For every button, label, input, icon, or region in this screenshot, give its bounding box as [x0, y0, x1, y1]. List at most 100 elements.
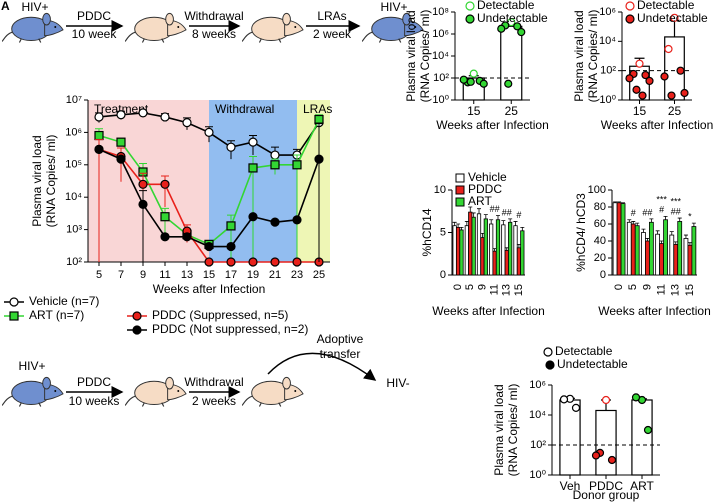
step-duration: 8 weeks: [192, 27, 236, 41]
x-tick-label: 15: [684, 284, 696, 296]
x-tick-label: Veh: [560, 479, 581, 493]
data-point: [645, 76, 654, 86]
bar: [620, 203, 626, 276]
step-label: LRAs: [317, 9, 346, 23]
error-bar: [617, 201, 622, 203]
transfer-label: Adoptive: [317, 332, 364, 346]
x-tick-label: 25: [505, 104, 519, 118]
significance-label: #: [516, 210, 521, 220]
legend-marker: [625, 14, 635, 24]
error-bar: [468, 206, 473, 213]
error-bar: [513, 221, 518, 226]
bar: [626, 221, 632, 276]
x-tick-label: 21: [269, 269, 281, 281]
error-bar: [663, 215, 668, 220]
error-bar: [659, 240, 664, 244]
y-tick-label: 10²: [530, 439, 546, 451]
data-point: [204, 241, 214, 252]
data-point: [504, 79, 513, 88]
data-point: [226, 257, 236, 267]
data-point: [643, 425, 653, 435]
mouse-icon: [125, 376, 187, 408]
error-bar: [293, 154, 301, 262]
x-tick-label: 9: [140, 269, 146, 281]
legend-label: Undetectable: [637, 11, 708, 25]
y-axis-label: %hCD4/ hCD3: [574, 193, 588, 272]
bar: [641, 232, 646, 276]
data-point: [160, 212, 170, 222]
data-point: [559, 395, 569, 404]
legend-label: PDDC: [468, 182, 502, 196]
status-label: HIV+: [380, 0, 407, 14]
y-tick-label: 80: [594, 201, 606, 213]
data-point: [138, 199, 148, 209]
status-label: HIV+: [21, 0, 48, 14]
error-bar: [621, 202, 626, 204]
x-tick-label: 15: [203, 269, 215, 281]
x-axis-label: Weeks after Infection: [598, 304, 711, 318]
data-point: [660, 72, 669, 81]
region: [297, 100, 330, 262]
y-axis-label: (RNA Copies/ ml): [418, 10, 432, 103]
bar: [471, 216, 476, 276]
x-tick-label: 25: [668, 104, 682, 118]
error-bar: [477, 208, 482, 214]
error-bar: [459, 227, 464, 230]
data-point: [601, 395, 611, 405]
y-tick-label: 10⁷: [66, 94, 82, 106]
data-point: [667, 91, 676, 100]
x-axis-label: Weeks after Infection: [601, 118, 714, 132]
data-point: [116, 110, 126, 120]
error-bar: [631, 221, 636, 224]
data-point: [466, 77, 475, 86]
error-bar: [613, 201, 618, 203]
bar: [452, 225, 457, 276]
significance-label: ##: [490, 204, 500, 214]
data-point: [670, 13, 679, 22]
data-point: [479, 79, 488, 88]
data-point: [182, 232, 192, 242]
data-point: [226, 241, 236, 252]
data-point: [160, 112, 170, 122]
status-label: HIV-: [386, 376, 409, 390]
bar: [492, 250, 497, 276]
error-bar: [691, 222, 696, 227]
y-axis-label: (RNA Copies/ ml): [44, 135, 58, 228]
y-tick-label: 10⁸: [432, 6, 449, 18]
legend-label: Detectable: [555, 344, 613, 358]
y-tick-label: 20: [594, 252, 606, 264]
bar: [673, 243, 679, 276]
data-point: [507, 18, 516, 27]
data-point: [638, 91, 647, 100]
bar: [495, 219, 501, 276]
x-tick-label: 15: [513, 284, 525, 296]
error-bar: [249, 156, 257, 262]
y-tick-label: 10⁰: [529, 469, 546, 481]
mouse-icon: [242, 12, 304, 44]
error-bar: [635, 222, 640, 226]
step-duration: 10 weeks: [69, 394, 120, 408]
data-point: [182, 118, 192, 128]
legend-label: Detectable: [477, 0, 535, 12]
data-point: [204, 127, 214, 137]
step-label: Withdrawal: [184, 9, 243, 23]
y-tick-label: 10²: [433, 72, 449, 84]
significance-label: ##: [502, 207, 512, 217]
bar: [464, 225, 469, 276]
x-tick-label: 9: [476, 284, 488, 290]
x-tick-label: 13: [181, 269, 193, 281]
error-bar: [508, 218, 513, 223]
error-bar: [520, 227, 525, 231]
data-point: [591, 451, 601, 460]
bar: [669, 234, 675, 276]
bar: [655, 233, 661, 276]
legend-marker: [545, 360, 555, 370]
significance-label: ***: [670, 196, 681, 206]
y-tick-label: 10⁶: [529, 379, 546, 391]
x-tick-label: 5: [627, 284, 639, 290]
legend-label: Vehicle (n=7): [29, 294, 99, 308]
transfer-arrow: [267, 352, 377, 381]
error-bar: [501, 220, 506, 225]
data-point: [641, 70, 650, 80]
legend-swatch: [455, 197, 465, 207]
